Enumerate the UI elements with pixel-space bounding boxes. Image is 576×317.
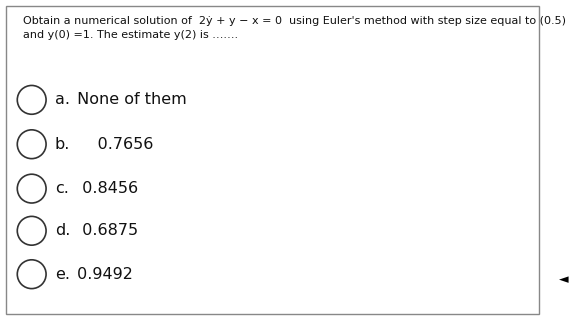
Text: 0.9492: 0.9492 (72, 267, 133, 282)
Text: b.: b. (55, 137, 70, 152)
Text: ◄: ◄ (559, 273, 568, 286)
Text: e.: e. (55, 267, 70, 282)
Text: a.: a. (55, 92, 70, 107)
Text: d.: d. (55, 223, 70, 238)
Text: 0.8456: 0.8456 (72, 181, 138, 196)
Text: None of them: None of them (72, 92, 187, 107)
Text: 0.6875: 0.6875 (72, 223, 138, 238)
Text: Obtain a numerical solution of  2ẏ + y − x = 0  using Euler's method with step s: Obtain a numerical solution of 2ẏ + y − … (23, 16, 566, 40)
Text: c.: c. (55, 181, 69, 196)
Text: 0.7656: 0.7656 (72, 137, 153, 152)
